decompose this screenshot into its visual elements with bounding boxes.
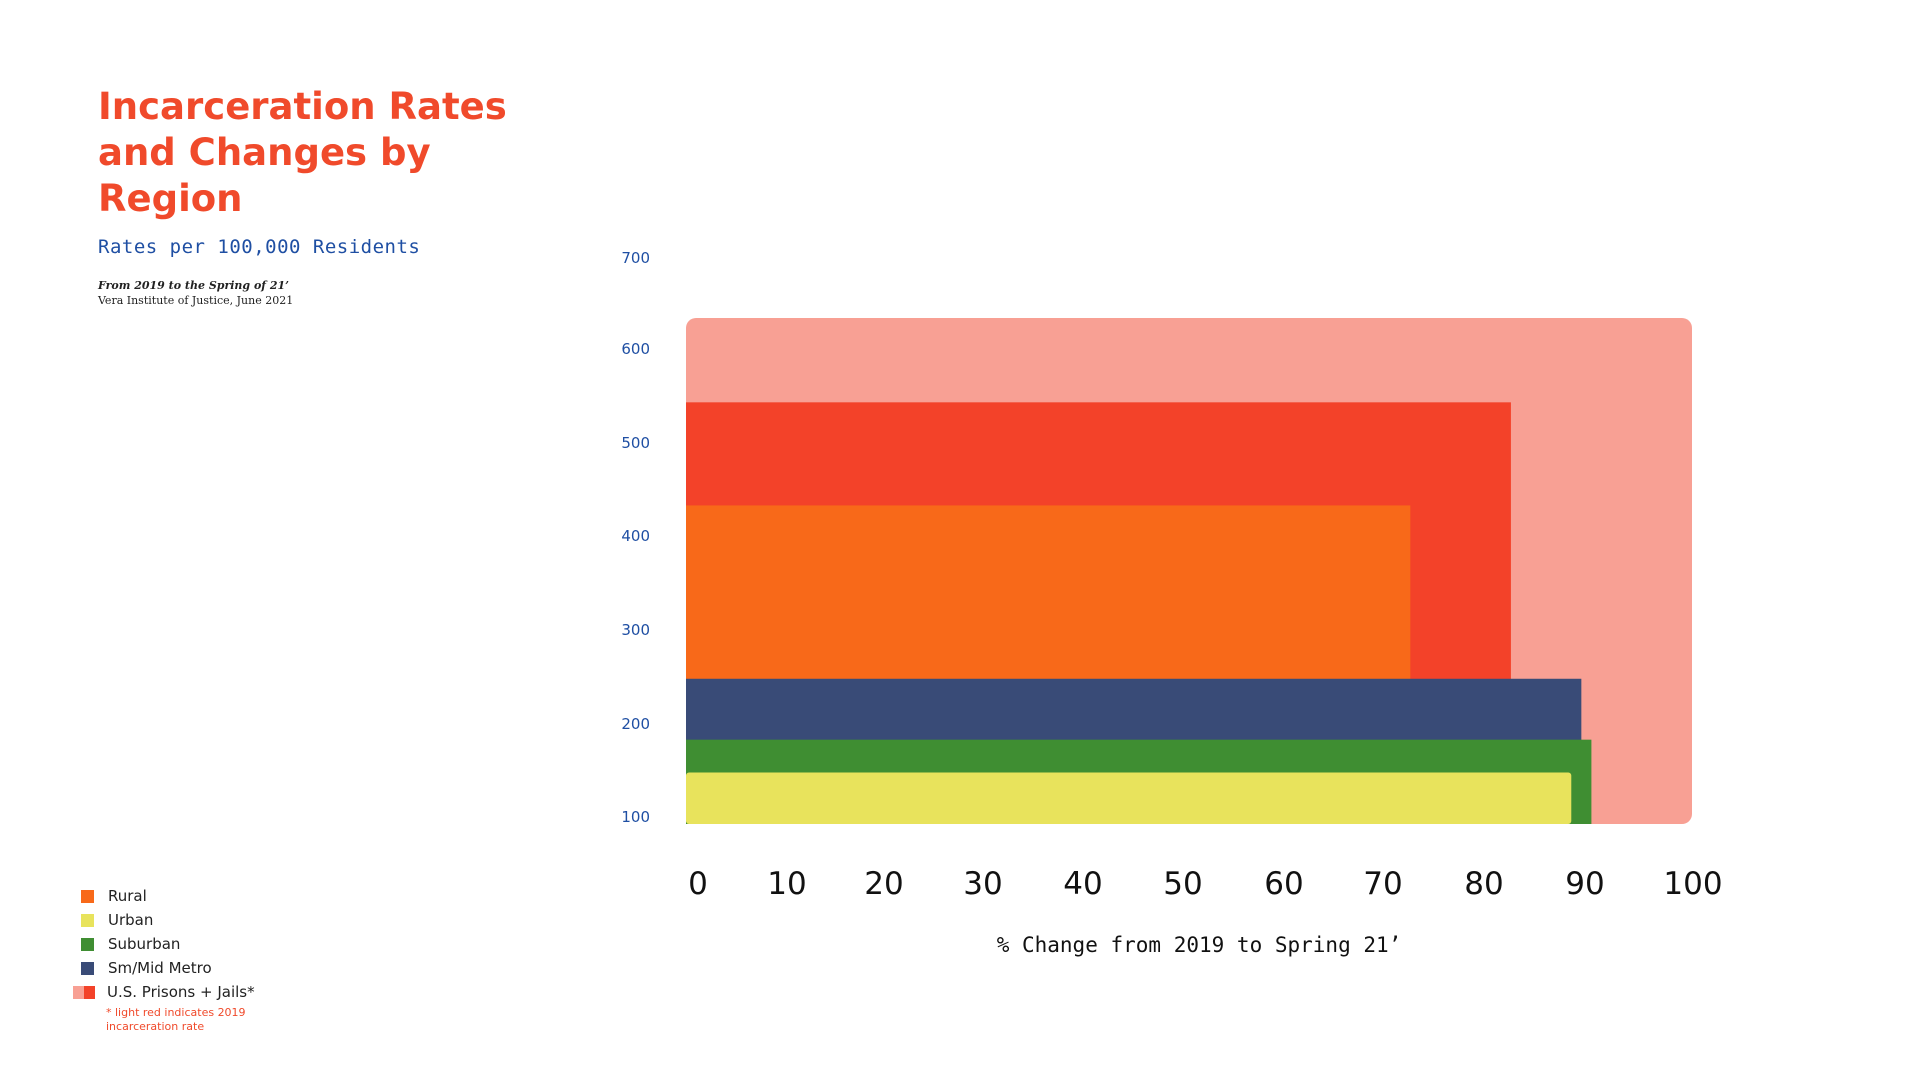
legend-swatch-us bbox=[73, 985, 95, 999]
chart-subtitle: Rates per 100,000 Residents bbox=[98, 236, 421, 258]
x-tick-label: 60 bbox=[1264, 866, 1303, 902]
legend-item-urban: Urban bbox=[80, 908, 266, 932]
legend-item-suburban: Suburban bbox=[80, 932, 266, 956]
source-text: Vera Institute of Justice, June 2021 bbox=[98, 294, 294, 307]
y-tick-label: 200 bbox=[621, 715, 650, 733]
y-axis-ticks: 700 600 500 400 300 200 100 bbox=[621, 249, 650, 826]
legend-label-urban: Urban bbox=[108, 911, 154, 929]
legend-item-rural: Rural bbox=[80, 884, 266, 908]
y-tick-label: 600 bbox=[621, 340, 650, 358]
x-axis-ticks: 0 10 20 30 40 50 60 70 80 90 100 bbox=[688, 866, 1722, 902]
legend: Rural Urban Suburban Sm/Mid Metro U.S. P… bbox=[73, 884, 266, 1034]
bars-group bbox=[686, 318, 1692, 824]
legend-swatch-rural bbox=[81, 889, 94, 903]
x-tick-label: 20 bbox=[864, 866, 903, 902]
y-tick-label: 400 bbox=[621, 527, 650, 545]
legend-label-us: U.S. Prisons + Jails* bbox=[107, 983, 255, 1001]
x-tick-label: 50 bbox=[1163, 866, 1202, 902]
x-tick-label: 90 bbox=[1565, 866, 1604, 902]
y-tick-label: 100 bbox=[621, 808, 650, 826]
x-tick-label: 30 bbox=[963, 866, 1002, 902]
legend-swatch-sm-mid-metro bbox=[81, 961, 94, 975]
x-tick-label: 10 bbox=[767, 866, 806, 902]
x-tick-label: 40 bbox=[1063, 866, 1102, 902]
legend-item-sm-mid-metro: Sm/Mid Metro bbox=[80, 956, 266, 980]
y-tick-label: 700 bbox=[621, 249, 650, 267]
x-tick-label: 70 bbox=[1363, 866, 1402, 902]
legend-swatch-urban bbox=[81, 913, 94, 927]
x-tick-label: 0 bbox=[688, 866, 708, 902]
legend-footnote: * light red indicates 2019 incarceration… bbox=[106, 1006, 246, 1033]
y-tick-label: 300 bbox=[621, 621, 650, 639]
x-tick-label: 100 bbox=[1663, 866, 1722, 902]
legend-swatch-suburban bbox=[81, 937, 94, 951]
legend-swatch-us-2019 bbox=[73, 985, 84, 999]
source-note: From 2019 to the Spring of 21’ Vera Inst… bbox=[98, 278, 293, 308]
legend-label-sm-mid-metro: Sm/Mid Metro bbox=[108, 959, 212, 977]
legend-swatch-us-2021 bbox=[84, 985, 95, 999]
chart-title: Incarceration Rates and Changes by Regio… bbox=[98, 85, 507, 220]
legend-label-suburban: Suburban bbox=[108, 935, 181, 953]
legend-label-rural: Rural bbox=[108, 887, 147, 905]
period-text: From 2019 to the Spring of 21’ bbox=[98, 279, 289, 292]
x-tick-label: 80 bbox=[1464, 866, 1503, 902]
bar-urban bbox=[686, 772, 1572, 824]
y-tick-label: 500 bbox=[621, 434, 650, 452]
legend-item-us: U.S. Prisons + Jails* bbox=[73, 980, 266, 1004]
x-axis-label: % Change from 2019 to Spring 21’ bbox=[997, 933, 1402, 957]
